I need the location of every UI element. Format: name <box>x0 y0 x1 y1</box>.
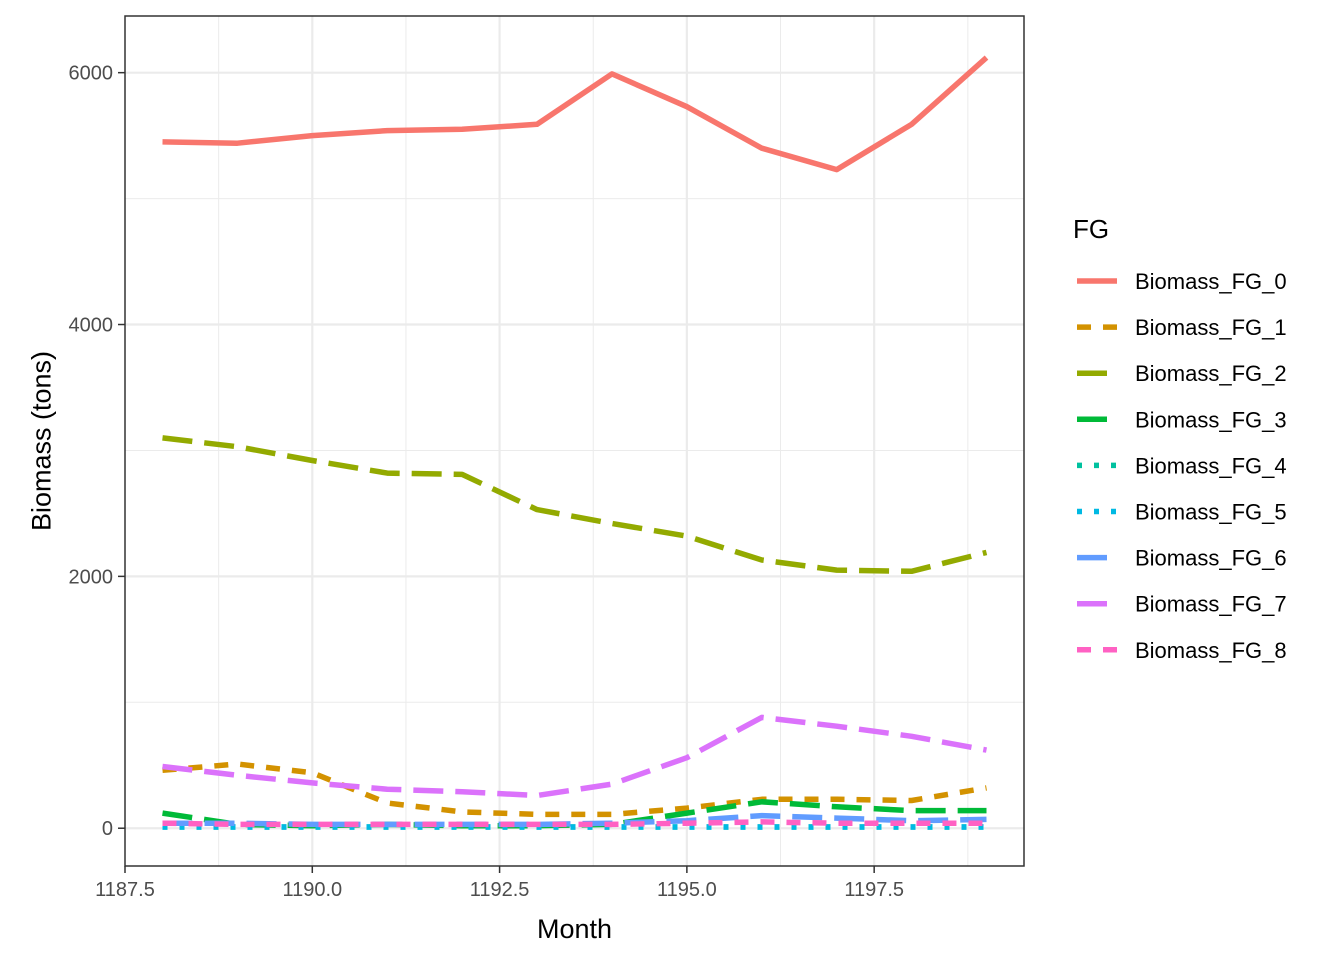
x-tick-label: 1195.0 <box>657 879 717 901</box>
legend-label: Biomass_FG_0 <box>1135 269 1287 294</box>
x-tick-label: 1197.5 <box>844 879 904 901</box>
series-line-biomass-fg-0 <box>162 55 989 173</box>
x-tick-label: 1192.5 <box>470 879 530 901</box>
legend-label: Biomass_FG_6 <box>1135 546 1287 571</box>
y-tick-label: 4000 <box>69 315 114 337</box>
legend: FG Biomass_FG_0 Biomass_FG_1 Biomass_FG_2 B… <box>1073 214 1287 663</box>
legend-title: FG <box>1073 214 1109 244</box>
x-axis-title: Month <box>537 914 612 944</box>
y-tick-label: 6000 <box>69 63 114 85</box>
plot-panel-border <box>124 15 1025 867</box>
y-tick-label: 0 <box>102 818 113 840</box>
legend-label: Biomass_FG_4 <box>1135 453 1287 478</box>
series-lines <box>162 55 989 830</box>
x-tick-label: 1190.0 <box>282 879 342 901</box>
legend-label: Biomass_FG_5 <box>1135 500 1287 525</box>
legend-label: Biomass_FG_3 <box>1135 407 1287 432</box>
x-tick-label: 1187.5 <box>95 879 155 901</box>
y-axis: 0 2000 4000 6000 <box>69 63 125 840</box>
series-line-biomass-fg-1 <box>162 761 987 818</box>
x-axis: 1187.5 1190.0 1192.5 1195.0 1197.5 <box>95 866 904 901</box>
series-line-biomass-fg-8 <box>162 819 987 828</box>
legend-label: Biomass_FG_2 <box>1135 361 1287 386</box>
legend-label: Biomass_FG_8 <box>1135 638 1287 663</box>
legend-label: Biomass_FG_1 <box>1135 315 1287 340</box>
series-line-biomass-fg-7 <box>162 714 987 799</box>
grid-major <box>125 16 1024 866</box>
series-line-biomass-fg-2 <box>162 435 988 575</box>
y-tick-label: 2000 <box>69 566 114 588</box>
legend-label: Biomass_FG_7 <box>1135 592 1287 617</box>
y-axis-title: Biomass (tons) <box>26 351 56 531</box>
